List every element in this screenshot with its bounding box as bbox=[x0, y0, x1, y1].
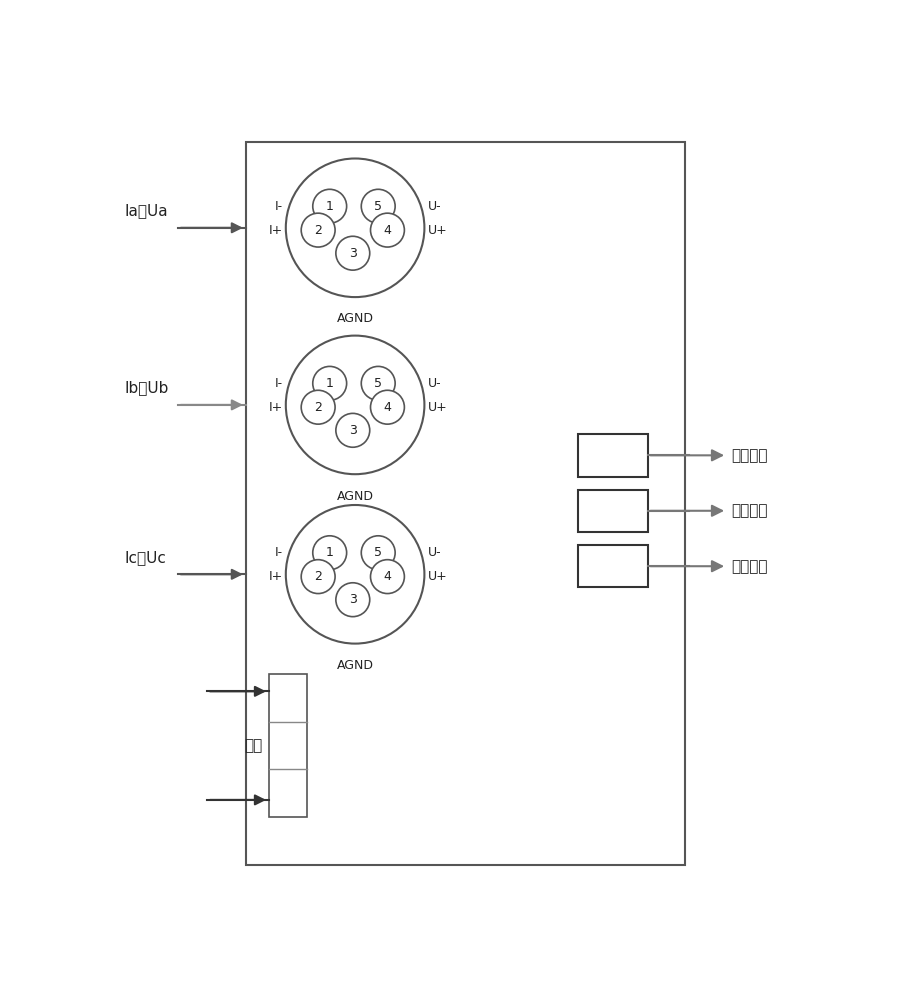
Text: 光纤输出: 光纤输出 bbox=[731, 559, 767, 574]
Text: 光纤输出: 光纤输出 bbox=[731, 448, 767, 463]
Bar bbox=[579, 545, 647, 587]
Bar bbox=[579, 434, 647, 477]
Text: I+: I+ bbox=[268, 224, 283, 237]
Circle shape bbox=[313, 189, 347, 223]
Text: 5: 5 bbox=[374, 200, 383, 213]
Text: 3: 3 bbox=[349, 593, 357, 606]
Circle shape bbox=[301, 390, 335, 424]
Circle shape bbox=[336, 583, 370, 617]
Circle shape bbox=[286, 505, 425, 644]
Bar bbox=[246, 142, 685, 865]
Text: I-: I- bbox=[275, 200, 283, 213]
Text: 5: 5 bbox=[374, 377, 383, 390]
Circle shape bbox=[371, 213, 404, 247]
Text: 1: 1 bbox=[326, 546, 333, 559]
Text: 4: 4 bbox=[383, 401, 392, 414]
Circle shape bbox=[362, 366, 395, 400]
Text: AGND: AGND bbox=[337, 312, 373, 326]
Circle shape bbox=[286, 158, 425, 297]
Circle shape bbox=[362, 536, 395, 570]
Circle shape bbox=[301, 560, 335, 594]
Circle shape bbox=[286, 336, 425, 474]
Circle shape bbox=[362, 189, 395, 223]
Circle shape bbox=[336, 413, 370, 447]
Text: AGND: AGND bbox=[337, 490, 373, 503]
Text: 2: 2 bbox=[314, 570, 322, 583]
Text: 5: 5 bbox=[374, 546, 383, 559]
Text: 2: 2 bbox=[314, 401, 322, 414]
Text: U-: U- bbox=[427, 377, 441, 390]
Bar bbox=[268, 674, 308, 817]
Text: Ic、Uc: Ic、Uc bbox=[124, 550, 166, 565]
Text: I-: I- bbox=[275, 546, 283, 559]
Circle shape bbox=[301, 213, 335, 247]
Circle shape bbox=[313, 366, 347, 400]
Text: Ia、Ua: Ia、Ua bbox=[124, 203, 168, 218]
Text: 光纤输出: 光纤输出 bbox=[731, 503, 767, 518]
Text: U+: U+ bbox=[427, 401, 447, 414]
Text: 3: 3 bbox=[349, 247, 357, 260]
Text: I+: I+ bbox=[268, 570, 283, 583]
Text: Ib、Ub: Ib、Ub bbox=[124, 380, 169, 395]
Circle shape bbox=[371, 390, 404, 424]
Text: 3: 3 bbox=[349, 424, 357, 437]
Circle shape bbox=[313, 536, 347, 570]
Bar bbox=[579, 490, 647, 532]
Text: I+: I+ bbox=[268, 401, 283, 414]
Text: 1: 1 bbox=[326, 377, 333, 390]
Text: I-: I- bbox=[275, 377, 283, 390]
Circle shape bbox=[371, 560, 404, 594]
Text: 4: 4 bbox=[383, 570, 392, 583]
Text: U-: U- bbox=[427, 200, 441, 213]
Text: 2: 2 bbox=[314, 224, 322, 237]
Text: U+: U+ bbox=[427, 224, 447, 237]
Text: U+: U+ bbox=[427, 570, 447, 583]
Text: U-: U- bbox=[427, 546, 441, 559]
Text: 电源: 电源 bbox=[245, 738, 263, 753]
Text: AGND: AGND bbox=[337, 659, 373, 672]
Text: 1: 1 bbox=[326, 200, 333, 213]
Text: 4: 4 bbox=[383, 224, 392, 237]
Circle shape bbox=[336, 236, 370, 270]
